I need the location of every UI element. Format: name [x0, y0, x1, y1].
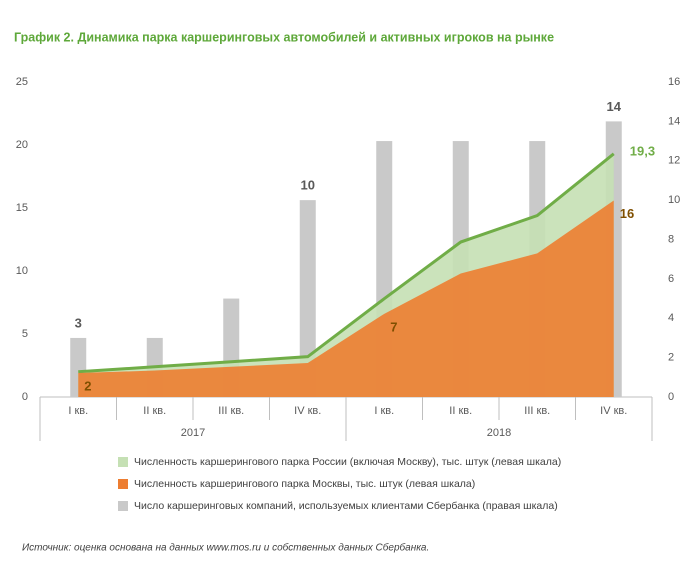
- y-tick-label: 25: [16, 76, 28, 88]
- x-tick-label: I кв.: [68, 405, 88, 417]
- value-label: 14: [607, 99, 622, 114]
- line: [78, 152, 615, 374]
- y-tick-label: 15: [16, 202, 28, 214]
- legend-swatch: [118, 479, 128, 489]
- y2-tick-label: 8: [668, 233, 674, 245]
- y-tick-label: 10: [16, 265, 28, 277]
- y2-tick-label: 0: [668, 391, 674, 403]
- legend-swatch: [118, 457, 128, 467]
- y-tick-label: 5: [22, 328, 28, 340]
- y-tick-label: 0: [22, 391, 28, 403]
- value-label: 10: [301, 178, 315, 193]
- y2-tick-label: 10: [668, 194, 680, 206]
- x-tick-label: II кв.: [143, 405, 166, 417]
- x-tick-label: III кв.: [218, 405, 244, 417]
- x-group-label: 2017: [181, 427, 205, 439]
- x-tick-label: III кв.: [524, 405, 550, 417]
- y2-tick-label: 2: [668, 352, 674, 364]
- y2-tick-label: 12: [668, 155, 680, 167]
- legend-swatch: [118, 501, 128, 511]
- value-label: 19,3: [630, 143, 655, 158]
- x-group-label: 2018: [487, 427, 511, 439]
- x-tick-label: I кв.: [374, 405, 394, 417]
- source-note: Источник: оценка основана на данных www.…: [22, 542, 429, 554]
- value-label: 16: [620, 206, 634, 221]
- legend-label: Численность каршерингового парка России …: [134, 456, 561, 468]
- x-tick-label: IV кв.: [600, 405, 627, 417]
- y2-tick-label: 4: [668, 312, 674, 324]
- value-label: 3: [75, 315, 82, 330]
- chart-title: График 2. Динамика парка каршеринговых а…: [14, 30, 554, 44]
- value-label: 2: [84, 378, 91, 393]
- area: [78, 200, 614, 397]
- x-tick-label: II кв.: [449, 405, 472, 417]
- y2-tick-label: 6: [668, 273, 674, 285]
- y2-tick-label: 16: [668, 76, 680, 88]
- y2-tick-label: 14: [668, 115, 680, 127]
- legend-label: Число каршеринговых компаний, используем…: [134, 500, 558, 512]
- y-tick-label: 20: [16, 139, 28, 151]
- x-tick-label: IV кв.: [294, 405, 321, 417]
- value-label: 7: [390, 319, 397, 334]
- legend-label: Численность каршерингового парка Москвы,…: [134, 478, 475, 490]
- bar: [299, 200, 316, 397]
